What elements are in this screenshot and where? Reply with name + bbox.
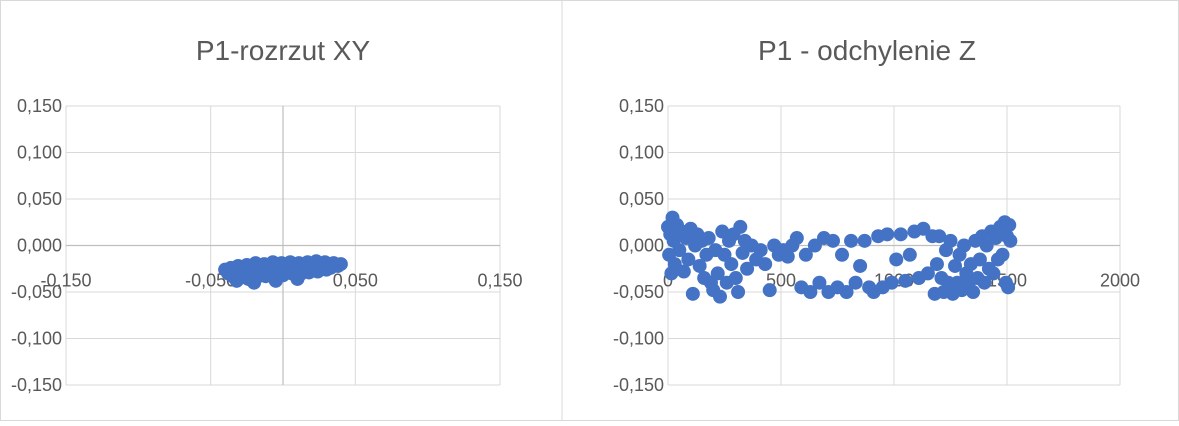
data-point	[724, 257, 739, 272]
data-point	[812, 275, 827, 290]
x-tick-label: 0,150	[477, 271, 522, 291]
chart-z-deviation[interactable]: P1 - odchylenie Z 0,150 0,100 0,050 0,000 -0…	[613, 35, 1140, 395]
data-point	[247, 275, 262, 290]
data-point	[290, 271, 305, 286]
data-point	[681, 252, 696, 267]
data-point	[948, 258, 963, 273]
y-tick-label: -0,150	[613, 375, 664, 395]
data-point	[966, 285, 981, 299]
data-point	[268, 273, 283, 288]
data-point	[733, 219, 748, 234]
data-point	[995, 247, 1010, 262]
x-tick-labels: -0,150 -0,050 0,050 0,150	[40, 271, 522, 291]
data-point	[825, 233, 840, 248]
y-tick-label: -0,050	[613, 282, 664, 302]
chart-title: P1 - odchylenie Z	[758, 35, 976, 66]
y-tick-label: 0,150	[619, 96, 664, 116]
chart-xy-scatter[interactable]: P1-rozrzut XY 0,150 0,100 0,050 0,000 -0,050…	[11, 35, 523, 395]
data-point	[701, 231, 716, 246]
data-point	[685, 286, 700, 301]
x-tick-label: 2000	[1100, 271, 1140, 291]
data-point	[780, 249, 795, 264]
data-point	[229, 273, 244, 288]
x-tick-label: 0	[663, 271, 673, 291]
y-tick-label: 0,000	[619, 236, 664, 256]
y-tick-label: 0,100	[619, 143, 664, 163]
data-point	[929, 257, 944, 272]
data-point	[835, 247, 850, 262]
y-tick-labels: 0,150 0,100 0,050 0,000 -0,050 -0,100 -0,150	[11, 96, 62, 395]
data-point	[758, 257, 773, 272]
y-tick-label: 0,050	[17, 189, 62, 209]
y-tick-label: -0,100	[613, 329, 664, 349]
data-points	[661, 210, 1018, 304]
data-point	[839, 285, 854, 299]
data-point	[898, 273, 913, 288]
data-point	[676, 264, 691, 279]
data-point	[1001, 280, 1016, 295]
data-point	[798, 247, 813, 262]
data-point	[902, 247, 917, 262]
data-point	[712, 289, 727, 304]
data-point	[957, 238, 972, 253]
data-point	[988, 231, 1003, 246]
data-point	[972, 252, 987, 267]
data-point	[848, 275, 863, 290]
data-point	[803, 285, 818, 299]
data-point	[986, 266, 1001, 281]
data-point	[844, 233, 859, 248]
data-point	[728, 271, 743, 286]
data-point	[672, 243, 687, 258]
y-tick-label: -0,150	[11, 375, 62, 395]
data-point	[740, 261, 755, 276]
chart-title: P1-rozrzut XY	[196, 35, 371, 66]
data-point	[889, 252, 904, 267]
y-tick-label: -0,050	[11, 282, 62, 302]
data-point	[692, 258, 707, 273]
data-point	[932, 229, 947, 244]
data-point	[977, 275, 992, 290]
data-point	[333, 257, 348, 272]
y-tick-label: 0,050	[619, 189, 664, 209]
data-point	[893, 227, 908, 242]
data-point	[884, 275, 899, 290]
y-tick-label: 0,150	[17, 96, 62, 116]
data-point	[1002, 218, 1017, 233]
data-points	[218, 254, 348, 290]
data-point	[762, 283, 777, 298]
y-tick-labels: 0,150 0,100 0,050 0,000 -0,050 -0,100 -0,150	[613, 96, 664, 395]
data-point	[1003, 233, 1018, 248]
x-tick-label: 0,050	[333, 271, 378, 291]
data-point	[789, 231, 804, 246]
data-point	[857, 233, 872, 248]
data-point	[731, 285, 746, 299]
data-point	[853, 258, 868, 273]
axes	[66, 106, 500, 385]
data-point	[753, 243, 768, 258]
data-point	[710, 266, 725, 281]
data-point	[920, 266, 935, 281]
x-tick-label: -0,150	[40, 271, 91, 291]
data-point	[880, 227, 895, 242]
y-tick-label: -0,100	[11, 329, 62, 349]
data-point	[943, 233, 958, 248]
y-tick-label: 0,000	[17, 236, 62, 256]
y-tick-label: 0,100	[17, 143, 62, 163]
